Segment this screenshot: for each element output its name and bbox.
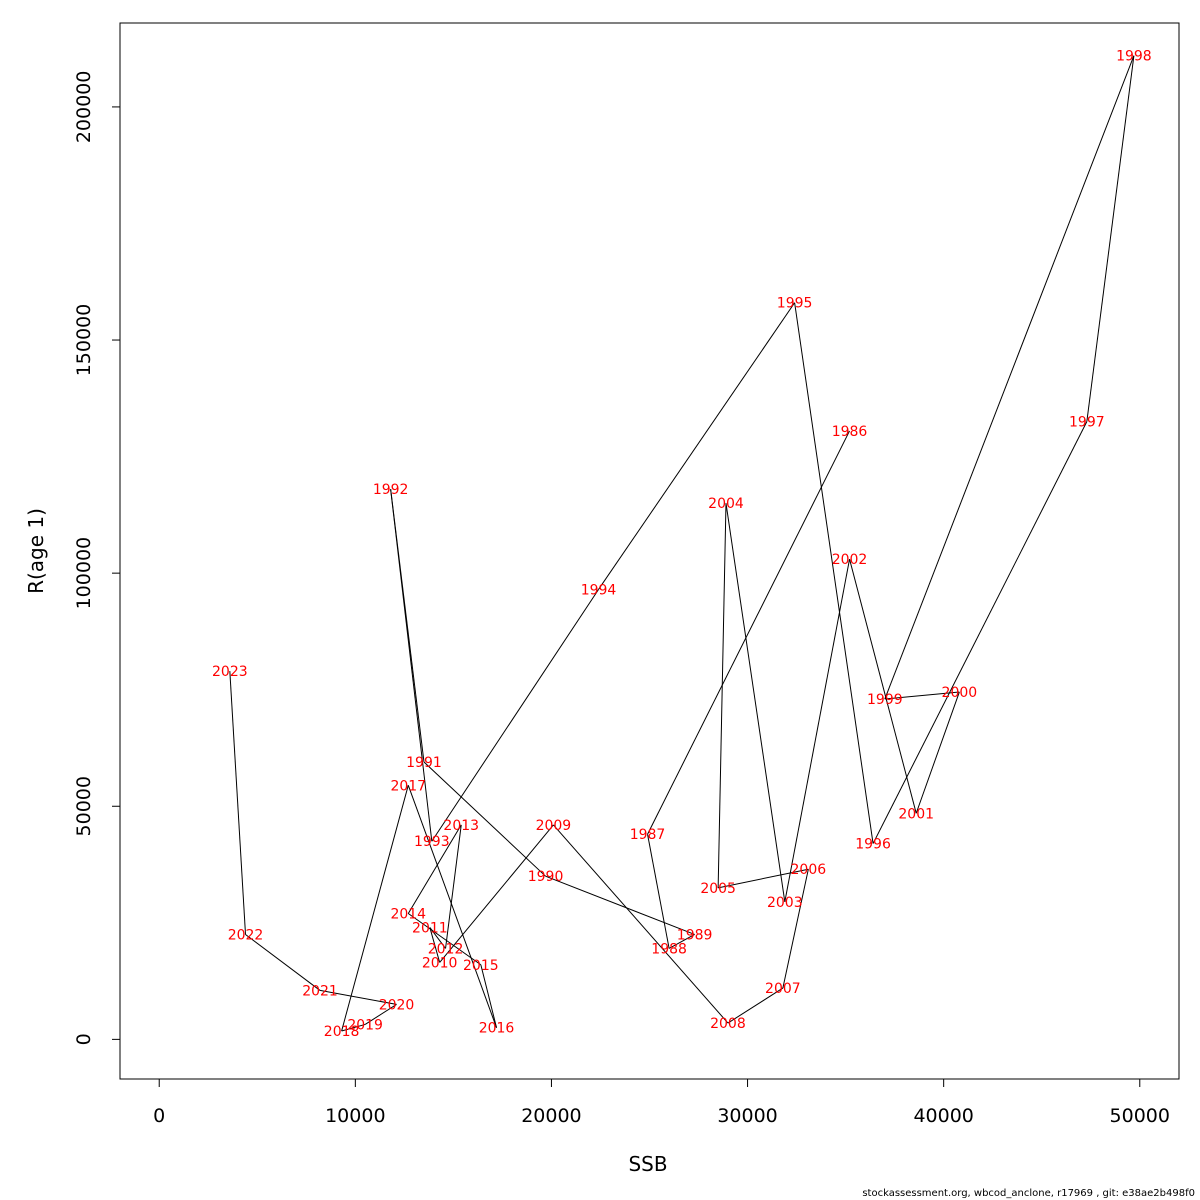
series-segment	[390, 489, 433, 842]
series-path	[229, 55, 1135, 1032]
point-label: 2010	[422, 955, 458, 971]
point-label: 2002	[832, 552, 868, 568]
x-tick-label: 30000	[717, 1105, 777, 1127]
y-tick-label: 0	[73, 1033, 95, 1045]
series-segment	[341, 785, 409, 1032]
series-segment	[423, 761, 546, 877]
series-segment	[872, 421, 1088, 844]
series-segment	[407, 824, 462, 914]
point-label: 1995	[777, 296, 813, 312]
point-label: 1991	[406, 755, 442, 771]
point-label: 2019	[347, 1017, 383, 1033]
point-label: 1996	[855, 837, 891, 853]
series-segment	[725, 503, 786, 902]
series-segment	[480, 964, 498, 1028]
series-segment	[717, 503, 727, 888]
point-label: 2005	[700, 881, 736, 897]
point-label: 2020	[379, 997, 415, 1013]
x-axis: 0 10000 20000 30000 40000 50000	[153, 1078, 1170, 1127]
point-label: 2022	[228, 927, 264, 943]
point-label: 2014	[390, 906, 426, 922]
point-label: 1998	[1116, 49, 1152, 65]
x-tick-label: 0	[153, 1105, 165, 1127]
point-label: 1986	[832, 424, 868, 440]
point-label: 2013	[443, 818, 479, 834]
y-axis: 0 50000 100000 150000 200000	[73, 71, 121, 1045]
series-segment	[784, 559, 851, 902]
point-label: 2023	[212, 664, 248, 680]
point-label: 2009	[536, 818, 572, 834]
x-tick-label: 50000	[1110, 1105, 1170, 1127]
series-segment	[884, 691, 960, 700]
series-segment	[884, 55, 1135, 700]
series-segment	[668, 934, 695, 949]
y-tick-label: 100000	[73, 537, 95, 610]
series-segment	[647, 834, 670, 949]
footer-credit: stockassessment.org, wbcod_anclone, r179…	[862, 1188, 1195, 1199]
series-segment	[319, 989, 397, 1005]
series-segment	[407, 785, 498, 1028]
point-label: 1997	[1069, 415, 1105, 431]
series-segment	[598, 302, 796, 590]
point-label: 2004	[708, 496, 744, 512]
point-label: 1999	[867, 692, 903, 708]
point-label: 2001	[898, 806, 934, 822]
series-segment	[1086, 55, 1135, 422]
point-label: 1990	[528, 869, 564, 885]
point-label: 1988	[651, 941, 687, 957]
x-tick-label: 40000	[913, 1105, 973, 1127]
series-segment	[341, 1023, 366, 1032]
series-segment	[849, 559, 917, 814]
series-segment	[431, 589, 599, 842]
point-label: 2003	[767, 895, 803, 911]
point-label: 1992	[373, 482, 409, 498]
point-label: 2012	[428, 941, 464, 957]
point-label: 2008	[710, 1016, 746, 1032]
point-label: 1987	[630, 827, 666, 843]
point-label: 2000	[942, 685, 978, 701]
series-segment	[553, 824, 729, 1024]
series-segment	[445, 824, 462, 949]
series-segment	[727, 987, 784, 1024]
series-segment	[545, 875, 695, 935]
series-segment	[647, 430, 850, 835]
point-label: 1994	[581, 582, 617, 598]
series-segment	[439, 824, 554, 963]
point-label: 1989	[677, 927, 713, 943]
point-label: 2011	[412, 920, 448, 936]
point-label: 2016	[479, 1021, 515, 1037]
y-tick-label: 150000	[73, 304, 95, 377]
series-segment	[364, 1003, 397, 1025]
y-axis-title: R(age 1)	[24, 508, 48, 594]
x-tick-label: 20000	[521, 1105, 581, 1127]
series-segment	[915, 691, 960, 814]
point-label: 2017	[390, 778, 426, 794]
series-segment	[718, 868, 809, 889]
series-segment	[794, 302, 874, 844]
series-segment	[245, 934, 321, 991]
point-label: 2007	[765, 981, 801, 997]
point-label: 2018	[324, 1024, 360, 1040]
series-segment	[429, 927, 441, 963]
point-label: 1993	[414, 834, 450, 850]
series-segment	[782, 869, 809, 989]
series-segment	[407, 913, 482, 966]
series-segment	[229, 671, 247, 935]
point-label: 2006	[791, 862, 827, 878]
x-axis-title: SSB	[628, 1152, 667, 1176]
y-tick-label: 50000	[73, 776, 95, 836]
x-tick-label: 10000	[325, 1105, 385, 1127]
point-label: 2021	[302, 983, 338, 999]
point-label: 2015	[463, 958, 499, 974]
y-tick-label: 200000	[73, 71, 95, 144]
